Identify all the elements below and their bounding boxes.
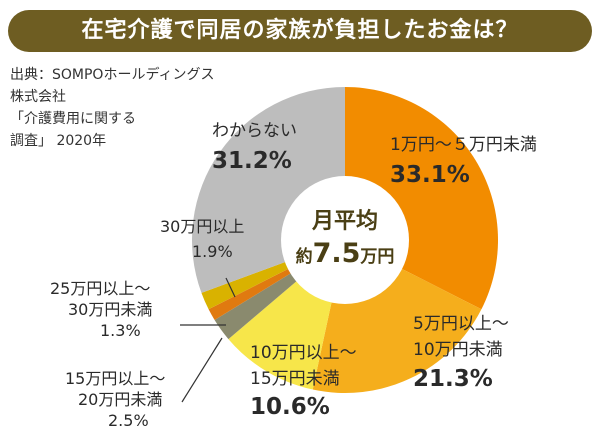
slice-label-30man-name: 30万円以上 bbox=[160, 217, 244, 236]
center-label-monthly-avg: 月平均 bbox=[311, 208, 378, 234]
slice-label-25-30man-name-2: 30万円未満 bbox=[68, 300, 152, 319]
slice-label-5-10man-name-1: 5万円以上～ bbox=[413, 314, 509, 334]
source-line-4: 調査」 2020年 bbox=[10, 133, 107, 149]
donut-hole bbox=[281, 176, 409, 304]
title-banner: 在宅介護で同居の家族が負担したお金は？ bbox=[8, 10, 592, 52]
slice-label-10-15man-name-2: 15万円未満 bbox=[250, 369, 340, 389]
slice-label-25-30man-name-1: 25万円以上～ bbox=[50, 279, 150, 298]
slice-label-10-15man-pct: 10.6% bbox=[250, 394, 330, 420]
source-line-3: 「介護費用に関する bbox=[10, 111, 136, 127]
leader-line-30man bbox=[225, 277, 236, 298]
slice-label-1-5man-pct: 33.1% bbox=[390, 162, 470, 188]
chart-title: 在宅介護で同居の家族が負担したお金は？ bbox=[81, 18, 519, 43]
slice-label-unknown-pct: 31.2% bbox=[212, 148, 292, 174]
source-note: 出典：SOMPOホールディングス 株式会社 「介護費用に関する 調査」 2020… bbox=[10, 64, 215, 152]
slice-label-10-15man-name-1: 10万円以上～ bbox=[250, 343, 357, 363]
slice-label-15-20man-name-2: 20万円未満 bbox=[78, 390, 162, 409]
slice-label-unknown-name: わからない bbox=[212, 121, 297, 141]
slice-label-1-5man-name: 1万円～５万円未満 bbox=[390, 135, 537, 155]
slice-label-15-20man-name-1: 15万円以上～ bbox=[65, 369, 165, 388]
slice-label-15-20man-pct: 2.5% bbox=[108, 411, 149, 430]
slice-label-25-30man-pct: 1.3% bbox=[100, 321, 141, 340]
center-label-value: 約7.5万円 bbox=[296, 238, 395, 269]
slice-label-30man-pct: 1.9% bbox=[192, 242, 233, 261]
source-line-2: 株式会社 bbox=[10, 89, 66, 105]
source-line-1: 出典：SOMPOホールディングス bbox=[10, 67, 215, 83]
leader-line-15man bbox=[181, 337, 223, 403]
slice-label-5-10man-pct: 21.3% bbox=[413, 366, 493, 392]
slice-label-5-10man-name-2: 10万円未満 bbox=[413, 340, 503, 360]
